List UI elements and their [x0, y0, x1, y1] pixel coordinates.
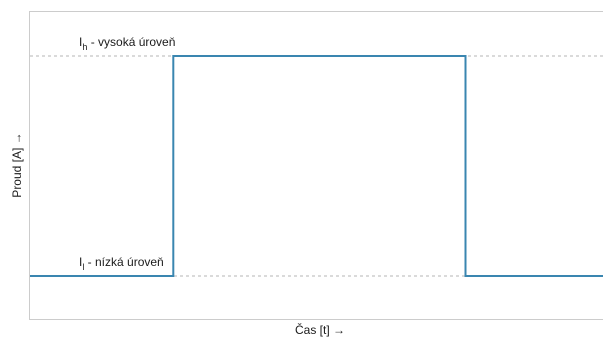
low-level-label: Il - nízká úroveň: [79, 255, 164, 272]
y-axis-label: Proud [A] →: [10, 132, 24, 197]
current-signal-line: [30, 56, 603, 276]
plot-frame: [30, 12, 603, 320]
x-axis-label: Čas [t] →: [295, 322, 345, 337]
high-level-label: Ih - vysoká úroveň: [79, 35, 175, 52]
